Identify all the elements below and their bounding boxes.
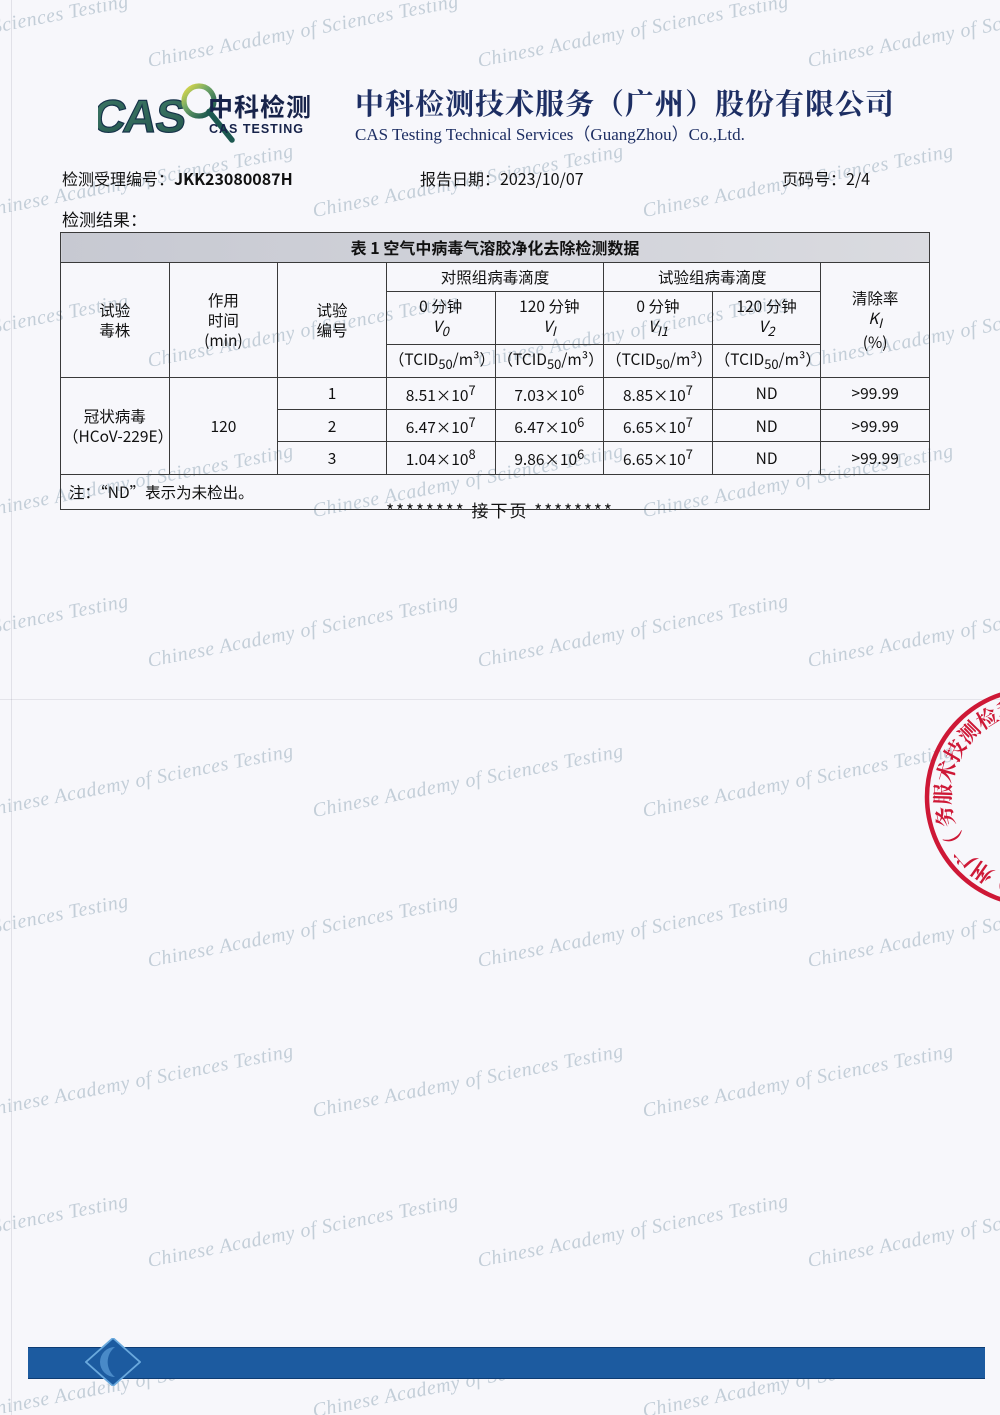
svg-text:服: 服 xyxy=(927,783,958,805)
svg-text:务: 务 xyxy=(928,803,962,830)
